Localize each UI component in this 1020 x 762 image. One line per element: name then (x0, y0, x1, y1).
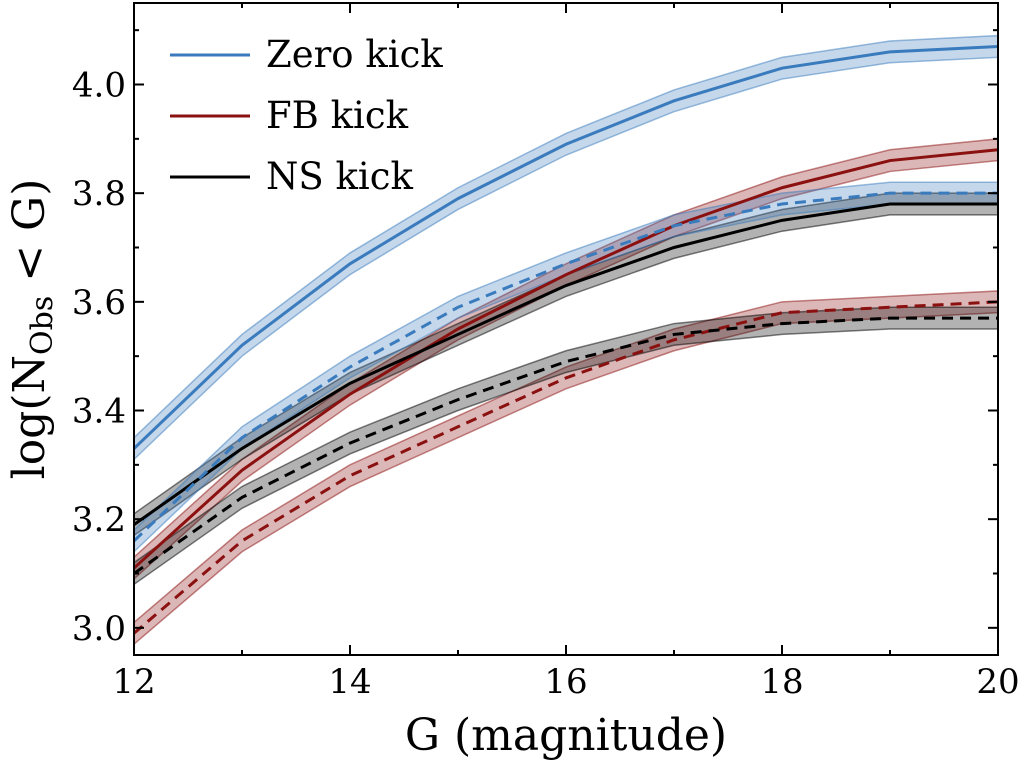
legend: Zero kick FB kick NS kick (170, 33, 443, 198)
x-tick-label-14: 14 (328, 662, 371, 702)
x-axis-label: G (magnitude) (405, 710, 727, 761)
plot-frame (133, 2, 999, 656)
y-axis-label-subscript: Obs (25, 296, 60, 355)
confidence-bands (133, 34, 999, 646)
y-axis-label-main: log(N (4, 355, 55, 479)
y-tick-label-3.2: 3.2 (72, 500, 126, 540)
line-ns-kick-dashed (133, 316, 998, 575)
legend-label-zero-kick: Zero kick (266, 33, 443, 76)
x-tick-label-18: 18 (760, 662, 803, 702)
y-tick-label-3.8: 3.8 (72, 174, 126, 214)
series-lines (132, 44, 999, 635)
x-tick-label-20: 20 (976, 662, 1019, 702)
band-zero-kick (133, 34, 999, 462)
y-tick-label-4.0: 4.0 (72, 66, 126, 106)
x-tick-label-12: 12 (112, 662, 155, 702)
line-ns-kick (133, 202, 998, 526)
y-tick-label-3.6: 3.6 (72, 283, 126, 323)
y-axis-label: log(NObs < G) (4, 179, 60, 480)
legend-label-fb-kick: FB kick (266, 94, 409, 137)
line-fb-kick (132, 148, 999, 570)
tick-labels: 12 14 16 18 20 3.0 3.2 3.4 3.6 3.8 4.0 (72, 66, 1020, 703)
y-tick-label-3.4: 3.4 (72, 392, 126, 432)
line-zero-kick (132, 44, 999, 450)
band-fb-kick-dashed (133, 290, 999, 646)
legend-label-ns-kick: NS kick (266, 155, 413, 198)
line-zero-kick-dashed (132, 191, 998, 542)
line-fb-kick-dashed (133, 300, 999, 635)
x-tick-label-16: 16 (544, 662, 587, 702)
y-tick-label-3.0: 3.0 (72, 609, 126, 649)
y-axis-label-tail: < G) (4, 179, 55, 296)
